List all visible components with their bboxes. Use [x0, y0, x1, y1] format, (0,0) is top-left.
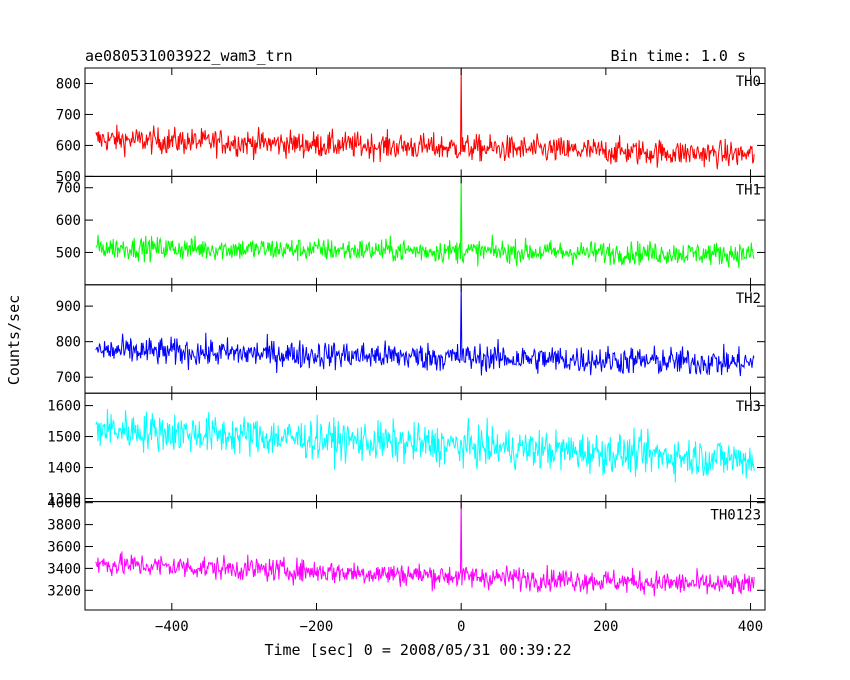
x-axis-label: Time [sec] 0 = 2008/05/31 00:39:22: [264, 641, 571, 659]
panel-label: TH2: [736, 291, 761, 307]
x-tick-label: 0: [457, 619, 465, 635]
chart-title: ae080531003922_wam3_trn: [85, 47, 293, 65]
series-line-th3: [95, 409, 755, 483]
y-tick-label: 700: [56, 181, 81, 197]
y-tick-label: 600: [56, 213, 81, 229]
panel-label: TH0: [736, 74, 761, 90]
panel-frame: [84, 67, 766, 177]
y-tick-label: 1400: [47, 461, 81, 477]
y-tick-label: 3800: [47, 518, 81, 534]
x-tick-label: 400: [738, 619, 763, 635]
panel-frame: [84, 392, 766, 503]
y-tick-label: 1600: [47, 399, 81, 415]
bin-time-label: Bin time: 1.0 s: [611, 47, 746, 65]
y-tick-label: 500: [56, 245, 81, 261]
panel-th0123: 3200 3400 3600 3800 4000 TH0123: [47, 496, 766, 611]
panel-label: TH0123: [710, 508, 761, 524]
panel-frame: [84, 501, 766, 611]
y-tick-label: 4000: [47, 496, 81, 512]
x-tick-label: 200: [593, 619, 618, 635]
panel-th0: 500 600 700 800 TH0: [56, 67, 766, 185]
panel-label: TH1: [736, 182, 761, 198]
y-tick-label: 1500: [47, 430, 81, 446]
y-tick-label: 1300: [47, 492, 81, 508]
y-tick-label: 3600: [47, 539, 81, 555]
panel-th2: 700 800 900 TH2: [56, 284, 766, 394]
y-tick-label: 800: [56, 76, 81, 92]
series-line-th2: [95, 284, 755, 377]
y-tick-label: 3200: [47, 583, 81, 599]
y-tick-label: 3400: [47, 561, 81, 577]
series-line-th0123: [95, 501, 755, 597]
y-axis-label: Counts/sec: [5, 295, 23, 385]
panel-th3: 1300 1400 1500 1600 TH3: [47, 392, 766, 508]
panel-th1: 500 600 700 TH1: [56, 175, 766, 286]
y-tick-label: 700: [56, 370, 81, 386]
y-tick-label: 500: [56, 169, 81, 185]
series-line-th1: [95, 176, 755, 269]
y-tick-label: 800: [56, 335, 81, 351]
x-tick-label: −200: [300, 619, 334, 635]
y-tick-label: 700: [56, 107, 81, 123]
x-tick-label: −400: [155, 619, 189, 635]
panel-frame: [84, 284, 766, 394]
y-tick-label: 600: [56, 138, 81, 154]
series-line-th0: [95, 68, 755, 170]
panel-frame: [84, 175, 766, 286]
panel-label: TH3: [736, 399, 761, 415]
y-tick-label: 900: [56, 299, 81, 315]
